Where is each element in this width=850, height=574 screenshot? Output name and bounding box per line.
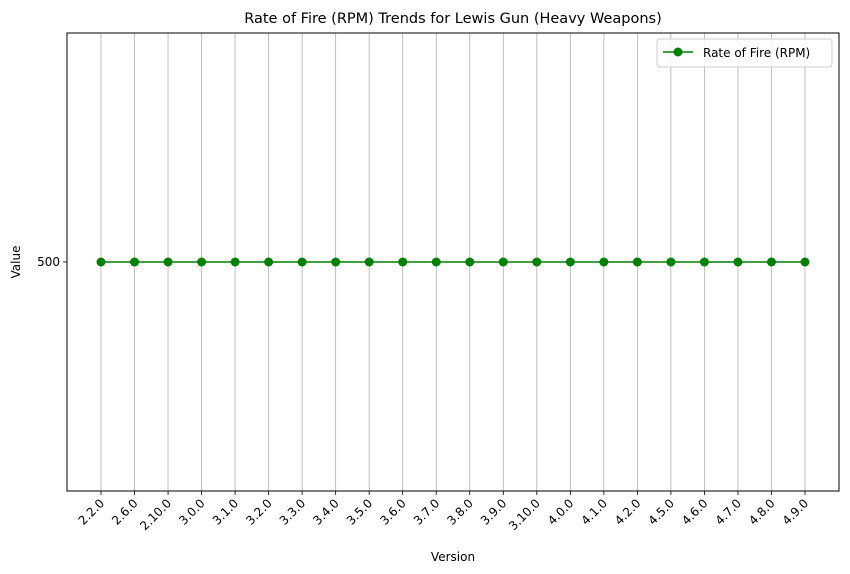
data-point <box>532 257 542 267</box>
data-point <box>599 257 609 267</box>
series-layer <box>96 257 810 267</box>
data-point <box>733 257 743 267</box>
x-axis-label: Version <box>431 550 475 564</box>
data-point <box>197 257 207 267</box>
data-point <box>431 257 441 267</box>
data-point <box>800 257 810 267</box>
legend: Rate of Fire (RPM) <box>656 38 833 68</box>
data-point <box>96 257 106 267</box>
data-point <box>498 257 508 267</box>
data-point <box>364 257 374 267</box>
data-point <box>130 257 140 267</box>
data-point <box>331 257 341 267</box>
legend-box <box>656 38 833 68</box>
data-point <box>699 257 709 267</box>
chart-title: Rate of Fire (RPM) Trends for Lewis Gun … <box>244 11 662 27</box>
data-point <box>398 257 408 267</box>
data-point <box>465 257 475 267</box>
data-point <box>666 257 676 267</box>
legend-marker-swatch <box>673 47 683 57</box>
legend-entry-label: Rate of Fire (RPM) <box>703 46 810 60</box>
data-point <box>163 257 173 267</box>
data-point <box>297 257 307 267</box>
data-point <box>230 257 240 267</box>
y-axis-label: Value <box>9 246 23 279</box>
data-point <box>264 257 274 267</box>
data-point <box>632 257 642 267</box>
y-tick-label: 500 <box>37 255 60 269</box>
data-point <box>766 257 776 267</box>
data-point <box>565 257 575 267</box>
y-axis-ticks: 500 <box>37 255 67 269</box>
